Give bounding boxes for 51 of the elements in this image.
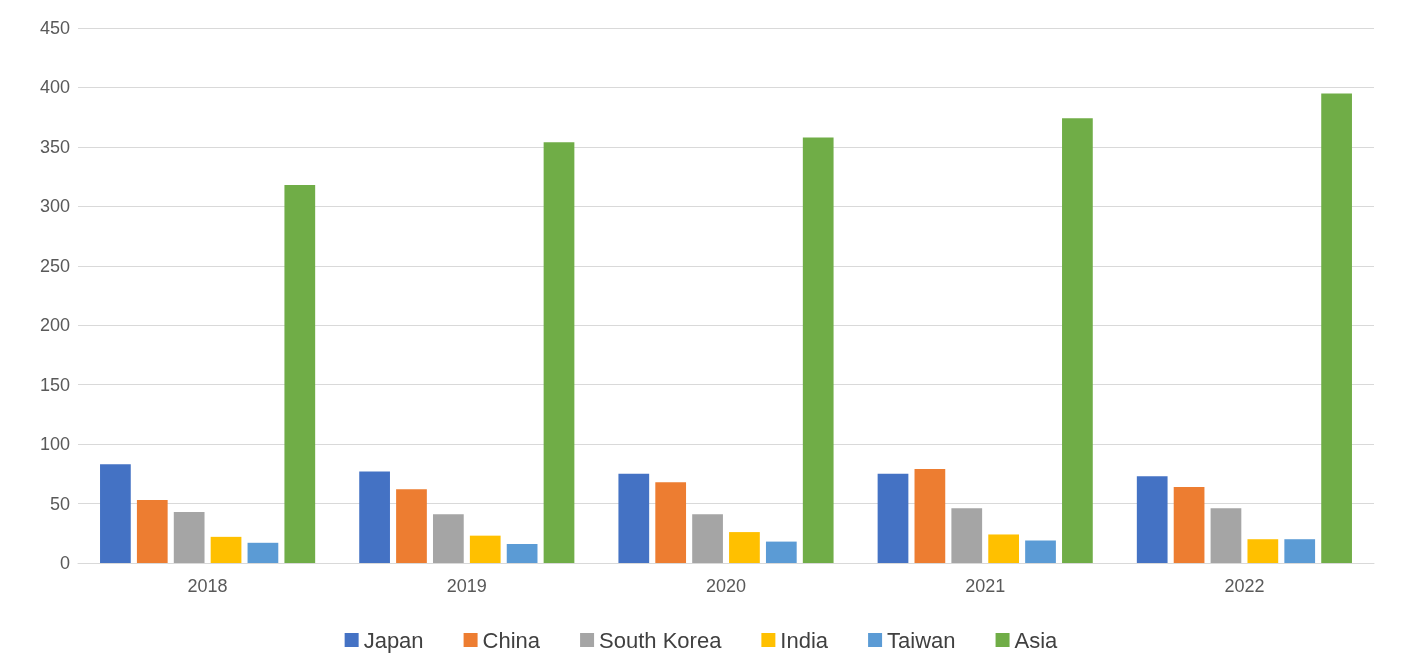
bar bbox=[1247, 539, 1279, 563]
bar bbox=[802, 137, 834, 563]
bar bbox=[210, 536, 242, 563]
bar bbox=[914, 469, 946, 563]
bar bbox=[506, 543, 538, 563]
legend-label: South Korea bbox=[599, 627, 723, 653]
legend-label: India bbox=[780, 627, 829, 653]
legend-label: China bbox=[482, 627, 541, 653]
y-tick-label: 200 bbox=[39, 315, 70, 336]
x-tick-label: 2020 bbox=[705, 576, 747, 596]
bar bbox=[469, 535, 501, 563]
bar bbox=[432, 514, 464, 563]
bar bbox=[988, 534, 1020, 563]
x-tick-label: 2021 bbox=[965, 576, 1006, 596]
y-tick-label: 400 bbox=[39, 77, 70, 98]
bar bbox=[1136, 476, 1168, 563]
x-tick-label: 2018 bbox=[187, 576, 228, 596]
y-tick-label: 450 bbox=[39, 18, 70, 38]
y-tick-label: 100 bbox=[39, 434, 70, 455]
bar bbox=[765, 541, 797, 563]
y-tick-label: 250 bbox=[39, 255, 70, 276]
legend-label: Asia bbox=[1014, 627, 1059, 653]
bar bbox=[1210, 508, 1242, 563]
bar bbox=[1173, 486, 1205, 563]
bar bbox=[396, 489, 427, 563]
bar bbox=[1062, 118, 1093, 563]
bar bbox=[1321, 93, 1352, 563]
bar bbox=[136, 499, 168, 563]
bar bbox=[877, 473, 909, 563]
legend-label: Taiwan bbox=[887, 627, 956, 653]
bar bbox=[1025, 540, 1056, 563]
y-tick-label: 0 bbox=[59, 553, 70, 573]
bar bbox=[247, 542, 279, 563]
bar bbox=[100, 464, 131, 563]
x-tick-label: 2019 bbox=[446, 576, 487, 596]
y-tick-label: 350 bbox=[39, 136, 70, 157]
bar bbox=[618, 473, 650, 563]
bar bbox=[359, 471, 390, 563]
bar bbox=[173, 511, 205, 563]
bar bbox=[284, 184, 316, 563]
bar bbox=[692, 514, 723, 563]
x-tick-label: 2022 bbox=[1224, 576, 1265, 596]
bar bbox=[951, 508, 983, 563]
bar bbox=[1284, 539, 1316, 563]
bar bbox=[543, 142, 575, 563]
y-tick-label: 300 bbox=[39, 196, 70, 217]
y-tick-label: 150 bbox=[39, 374, 70, 395]
legend-label: Japan bbox=[363, 627, 424, 653]
bar bbox=[729, 532, 760, 563]
y-tick-label: 50 bbox=[49, 493, 70, 514]
bar bbox=[655, 482, 687, 563]
